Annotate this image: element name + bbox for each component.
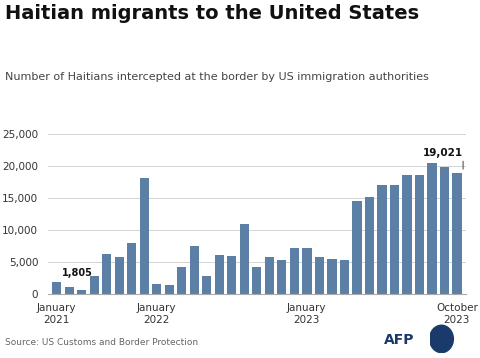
Text: Source: US Customs and Border Protection: Source: US Customs and Border Protection	[5, 338, 198, 347]
Text: AFP: AFP	[384, 333, 415, 347]
Text: Haitian migrants to the United States: Haitian migrants to the United States	[5, 4, 419, 23]
Bar	[227, 256, 237, 294]
Bar	[102, 254, 111, 294]
Text: 19,021: 19,021	[423, 148, 463, 158]
Bar	[65, 286, 74, 294]
Bar	[302, 248, 312, 294]
Bar	[152, 284, 161, 294]
Bar	[190, 246, 199, 294]
Text: 1,805: 1,805	[62, 268, 93, 278]
Circle shape	[430, 325, 454, 353]
Bar	[440, 167, 449, 294]
Bar	[452, 173, 462, 294]
Bar	[202, 276, 212, 294]
Bar	[52, 282, 61, 294]
Bar	[240, 223, 249, 294]
Bar	[365, 197, 374, 294]
Bar	[427, 163, 436, 294]
Bar	[289, 248, 299, 294]
Bar	[177, 267, 186, 294]
Bar	[215, 255, 224, 294]
Bar	[390, 185, 399, 294]
Bar	[252, 267, 262, 294]
Bar	[165, 285, 174, 294]
Bar	[77, 290, 86, 294]
Bar	[377, 185, 386, 294]
Bar	[264, 257, 274, 294]
Bar	[140, 178, 149, 294]
Bar	[340, 260, 349, 294]
Bar	[115, 257, 124, 294]
Bar	[127, 243, 136, 294]
Bar	[277, 260, 287, 294]
Bar	[352, 201, 361, 294]
Bar	[90, 276, 99, 294]
Text: Number of Haitians intercepted at the border by US immigration authorities: Number of Haitians intercepted at the bo…	[5, 72, 429, 82]
Bar	[402, 175, 411, 294]
Bar	[327, 258, 336, 294]
Bar	[314, 257, 324, 294]
Bar	[415, 175, 424, 294]
